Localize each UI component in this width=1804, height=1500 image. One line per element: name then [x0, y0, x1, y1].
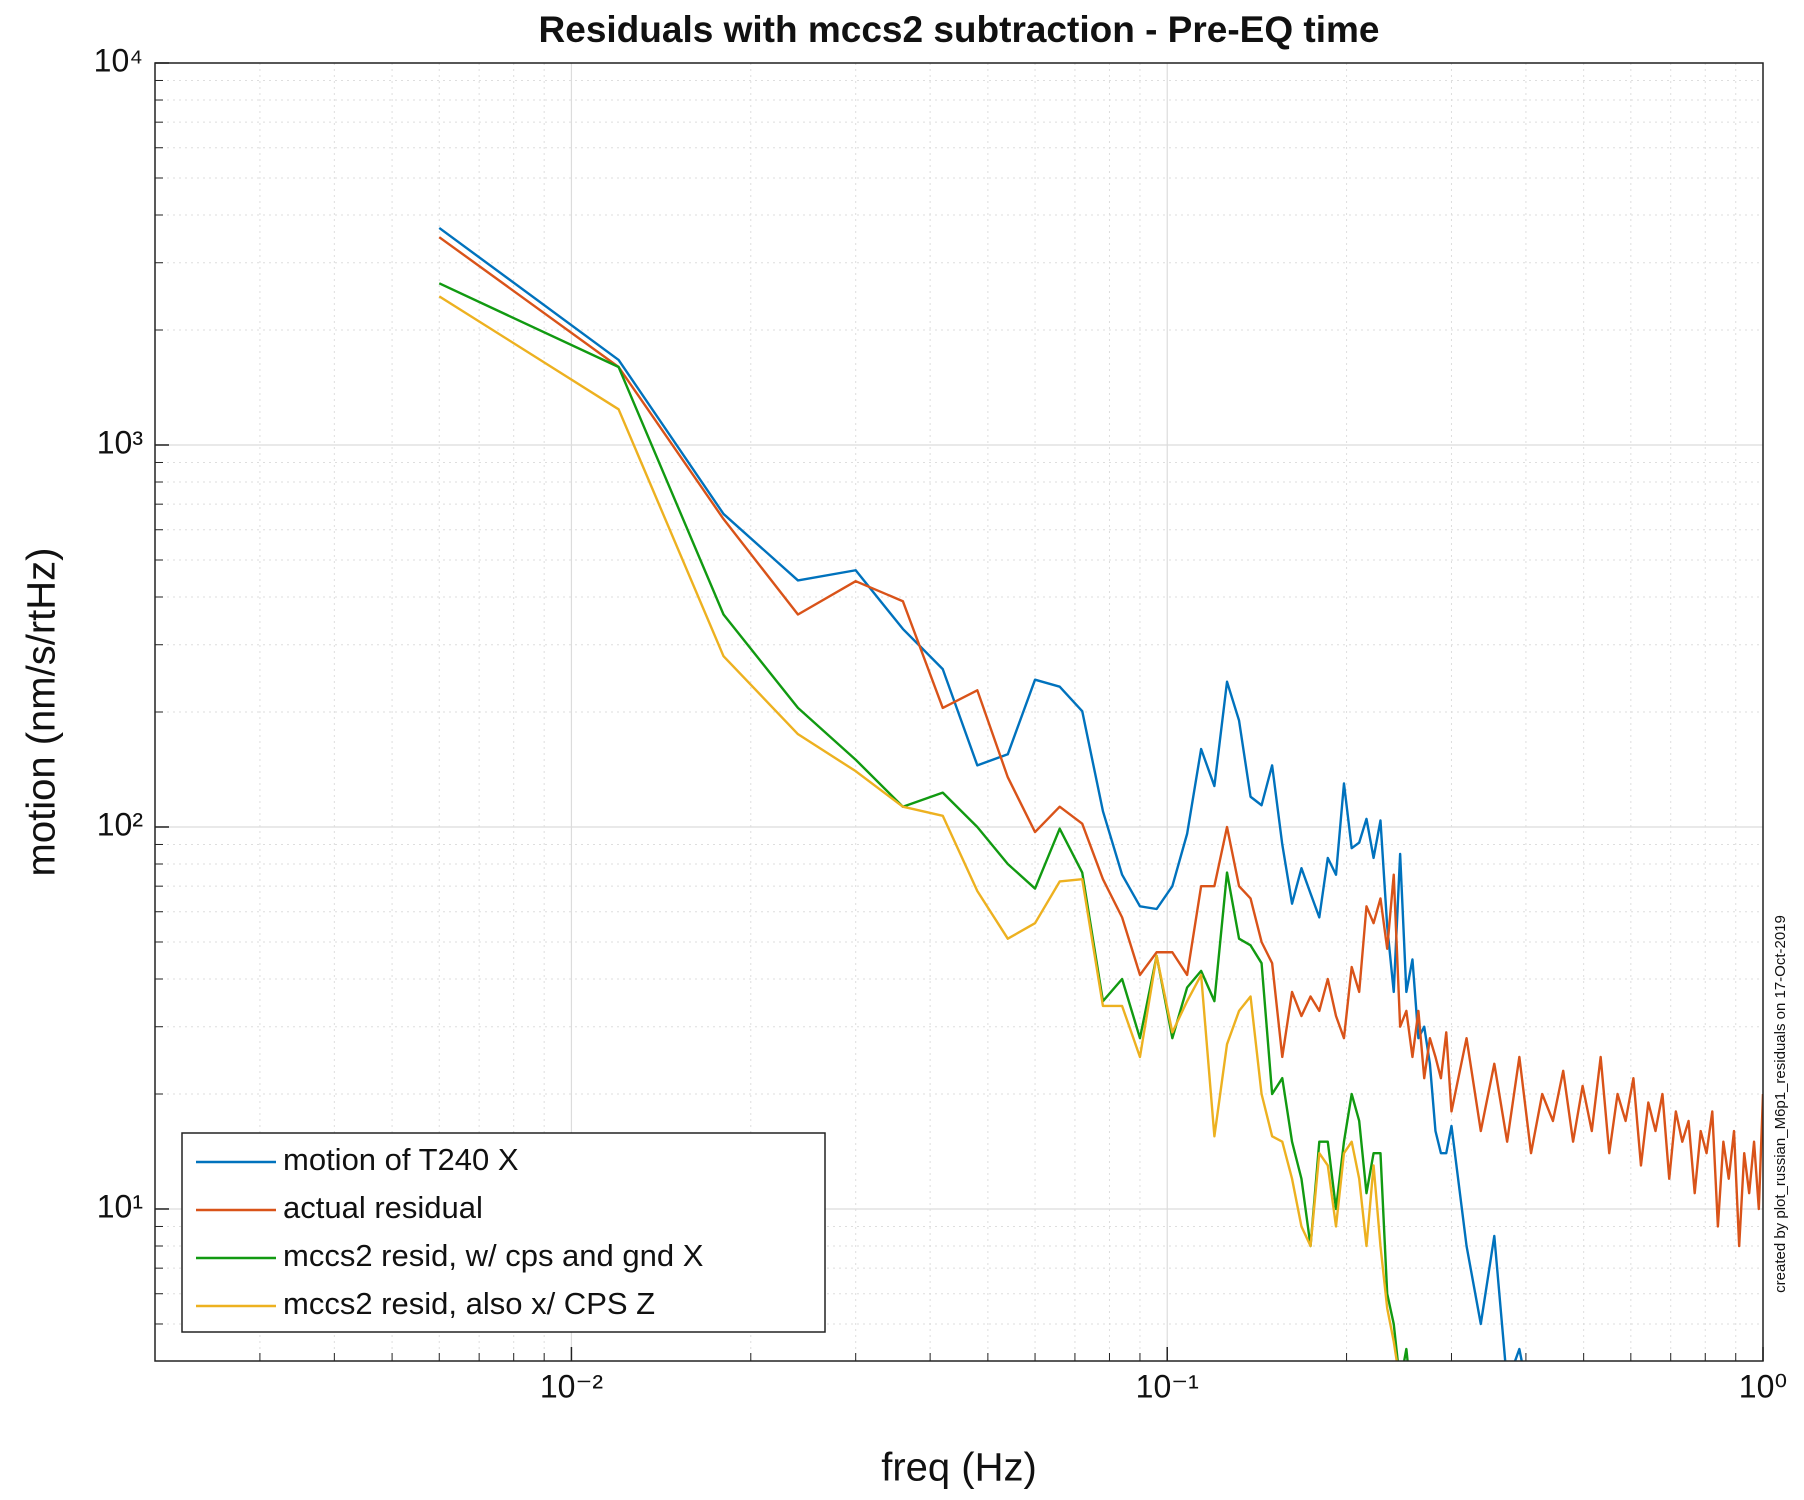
annotation: created by plot_russian_M6p1_residuals o… — [1772, 915, 1789, 1293]
x-tick-label: 10⁰ — [1739, 1368, 1787, 1404]
series-line — [438, 295, 1398, 1361]
y-axis-label: motion (nm/s/rtHz) — [20, 548, 64, 877]
legend-label: mccs2 resid, w/ cps and gnd X — [283, 1238, 704, 1273]
series-line — [438, 282, 1409, 1361]
x-tick-label: 10⁻¹ — [1136, 1368, 1199, 1404]
legend-box — [181, 1132, 826, 1333]
x-axis-label: freq (Hz) — [881, 1446, 1037, 1490]
x-tick-label: 10⁻² — [540, 1368, 603, 1404]
chart-title: Residuals with mccs2 subtraction - Pre-E… — [539, 9, 1380, 50]
series-line — [438, 236, 1763, 1248]
legend-label: mccs2 resid, also x/ CPS Z — [283, 1286, 655, 1321]
legend: motion of T240 X actual residual mccs2 res… — [181, 1132, 826, 1333]
y-tick-label: 10¹ — [97, 1188, 143, 1224]
legend-label: actual residual — [283, 1190, 483, 1225]
series-lines — [438, 226, 1763, 1361]
legend-label: motion of T240 X — [283, 1142, 519, 1177]
series-line — [438, 226, 1523, 1361]
plot-frame — [154, 62, 1764, 1362]
y-tick-label: 10⁴ — [94, 42, 143, 78]
y-tick-label: 10² — [97, 806, 144, 842]
y-tick-label: 10³ — [97, 424, 144, 460]
